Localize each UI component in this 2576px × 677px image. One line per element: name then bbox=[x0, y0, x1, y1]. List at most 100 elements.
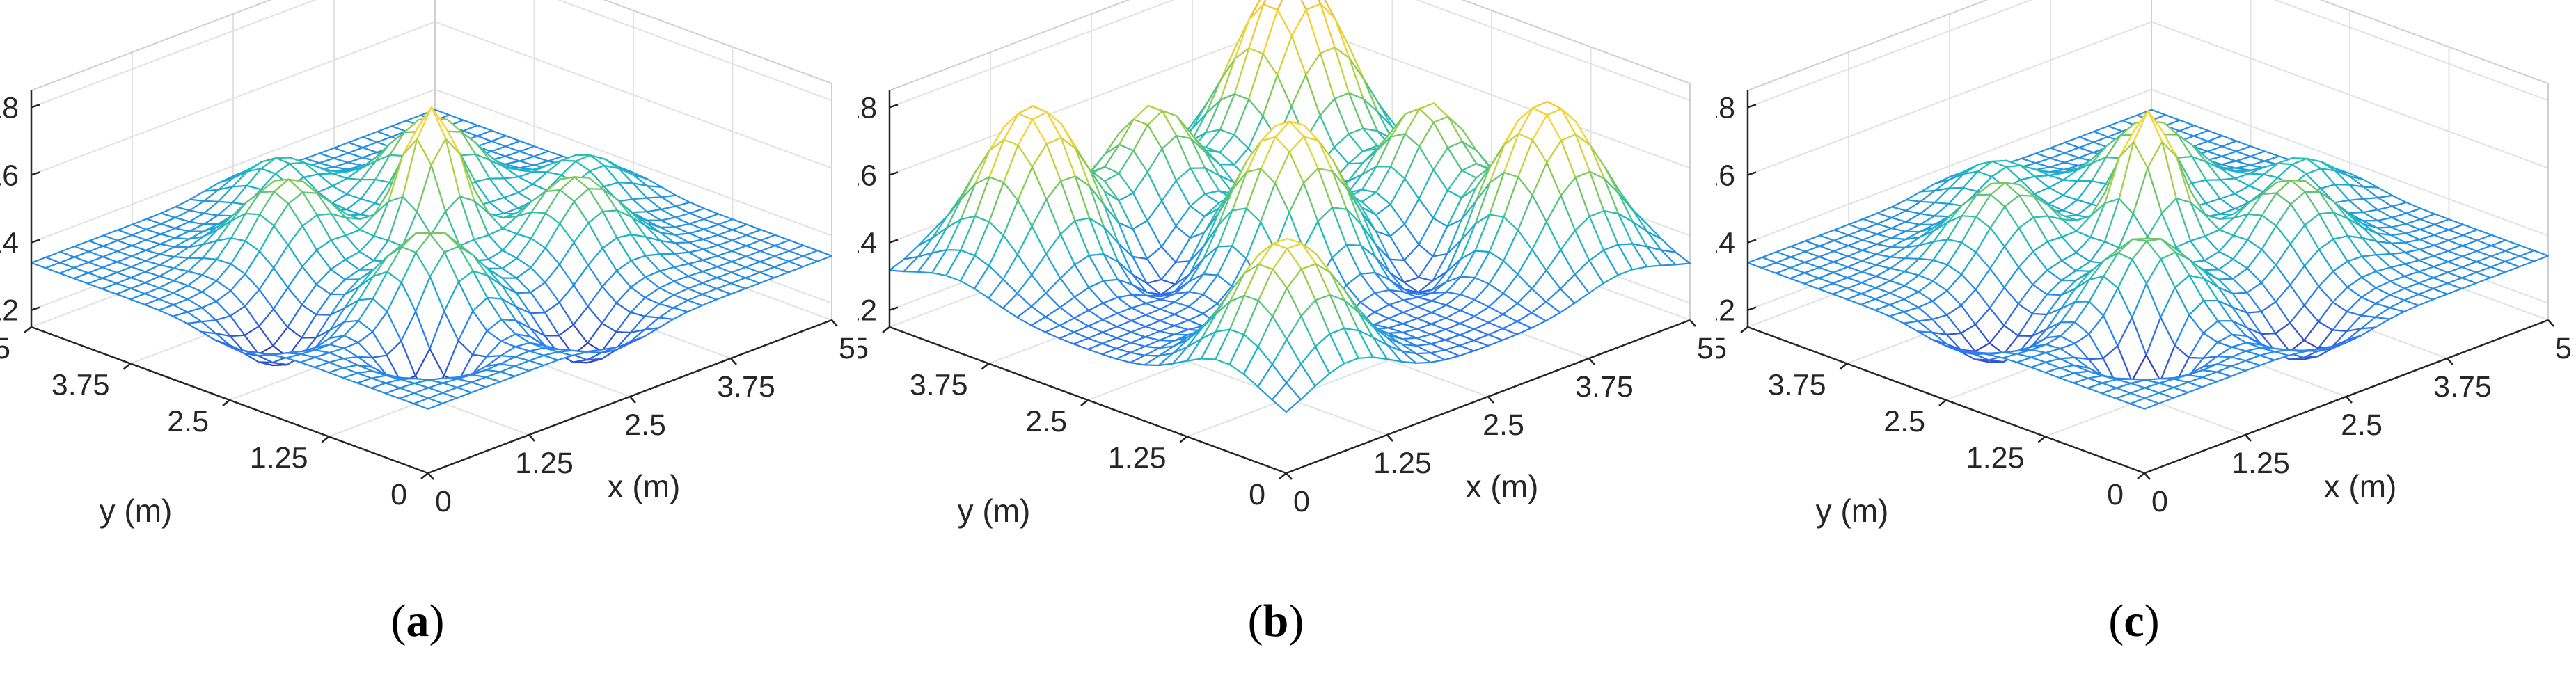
y-tick-label-3: 3.75 bbox=[52, 369, 110, 402]
wall-gridline-z-3 bbox=[1747, 0, 2549, 109]
y-tick-2 bbox=[222, 399, 230, 406]
caption-b-open: ( bbox=[1247, 596, 1263, 646]
z-tick-label-3: 18 bbox=[0, 91, 19, 125]
y-tick-label-4: 5 bbox=[1716, 332, 1727, 365]
surface-mesh bbox=[1746, 109, 2550, 410]
x-tick-2 bbox=[1487, 396, 1494, 404]
y-tick-4 bbox=[24, 326, 32, 333]
y-tick-label-2: 2.5 bbox=[167, 405, 209, 438]
box-edge-3 bbox=[889, 0, 1130, 91]
x-tick-label-3: 3.75 bbox=[1575, 370, 1634, 404]
x-tick-label-2: 2.5 bbox=[2341, 408, 2383, 442]
y-tick-label-1: 1.25 bbox=[250, 442, 308, 475]
z-tick-3 bbox=[1747, 104, 1757, 109]
y-tick-2 bbox=[1080, 399, 1089, 406]
z-tick-3 bbox=[889, 104, 899, 109]
y-tick-0 bbox=[420, 472, 429, 479]
z-tick-2 bbox=[31, 171, 40, 176]
z-tick-label-3: 18 bbox=[1716, 91, 1735, 125]
x-tick-3 bbox=[730, 358, 737, 365]
y-tick-label-2: 2.5 bbox=[1883, 405, 1925, 438]
x-tick-label-2: 2.5 bbox=[624, 408, 666, 442]
caption-b: (b) bbox=[1171, 595, 1380, 648]
caption-c-open: ( bbox=[2108, 596, 2124, 646]
z-tick-2 bbox=[1747, 171, 1757, 176]
x-tick-label-3: 3.75 bbox=[2433, 370, 2492, 404]
y-tick-label-0: 0 bbox=[390, 478, 407, 511]
y-tick-label-0: 0 bbox=[1249, 478, 1265, 511]
z-tick-label-2: 16 bbox=[1716, 159, 1735, 192]
z-tick-label-1: 14 bbox=[858, 227, 877, 260]
z-tick-1 bbox=[889, 239, 899, 244]
x-tick-label-4: 5 bbox=[1697, 332, 1714, 365]
x-tick-label-0: 0 bbox=[1293, 485, 1310, 518]
z-tick-label-3: 18 bbox=[858, 91, 877, 125]
x-tick-1 bbox=[1386, 434, 1393, 442]
caption-a-close: ) bbox=[429, 596, 445, 646]
caption-c-close: ) bbox=[2144, 596, 2160, 646]
x-axis-label: x (m) bbox=[1466, 468, 1539, 504]
y-tick-0 bbox=[2137, 472, 2145, 479]
box-edge-3 bbox=[31, 0, 272, 91]
caption-b-close: ) bbox=[1288, 596, 1304, 646]
y-tick-3 bbox=[1839, 363, 1848, 370]
y-tick-1 bbox=[1179, 436, 1188, 443]
y-tick-0 bbox=[1279, 472, 1287, 479]
x-tick-label-4: 5 bbox=[839, 332, 855, 365]
caption-a: (a) bbox=[313, 595, 522, 648]
z-tick-0 bbox=[31, 306, 40, 311]
z-tick-label-1: 14 bbox=[1716, 227, 1735, 260]
box-edge-4 bbox=[2319, 0, 2549, 84]
x-tick-0 bbox=[1286, 472, 1293, 480]
y-tick-4 bbox=[882, 326, 890, 333]
caption-b-letter: b bbox=[1263, 596, 1289, 646]
y-tick-1 bbox=[2037, 436, 2046, 443]
caption-c-letter: c bbox=[2124, 596, 2144, 646]
z-tick-label-2: 16 bbox=[0, 159, 19, 192]
x-tick-label-4: 5 bbox=[2555, 332, 2572, 365]
x-tick-4 bbox=[831, 319, 838, 327]
x-tick-3 bbox=[1588, 358, 1595, 365]
x-tick-4 bbox=[2547, 319, 2554, 327]
y-tick-label-3: 3.75 bbox=[1768, 369, 1826, 402]
y-axis-label: y (m) bbox=[1816, 493, 1889, 529]
y-tick-label-4: 5 bbox=[858, 332, 869, 365]
box-edge-4 bbox=[603, 0, 832, 84]
y-axis-label: y (m) bbox=[100, 493, 173, 529]
caption-c: (c) bbox=[2030, 595, 2238, 648]
y-tick-label-1: 1.25 bbox=[1108, 442, 1167, 475]
x-tick-label-2: 2.5 bbox=[1483, 408, 1524, 442]
z-tick-label-1: 14 bbox=[0, 227, 19, 260]
x-tick-2 bbox=[629, 396, 636, 404]
x-axis-label: x (m) bbox=[608, 468, 681, 504]
surface-mesh bbox=[30, 106, 833, 410]
wall-gridline-z-3 bbox=[889, 0, 1691, 109]
mesh-cell bbox=[2129, 397, 2160, 410]
x-axis-label: x (m) bbox=[2324, 468, 2397, 504]
x-tick-1 bbox=[528, 434, 535, 442]
z-tick-0 bbox=[889, 306, 899, 311]
box-edge-3 bbox=[1747, 0, 1989, 91]
y-tick-label-1: 1.25 bbox=[1966, 442, 2025, 475]
z-tick-label-0: 12 bbox=[1716, 294, 1735, 328]
y-tick-2 bbox=[1938, 399, 1947, 406]
mesh-cell bbox=[1271, 382, 1302, 413]
x-tick-label-0: 0 bbox=[2151, 485, 2168, 518]
y-tick-3 bbox=[123, 363, 132, 370]
z-tick-label-0: 12 bbox=[858, 294, 877, 328]
y-tick-label-0: 0 bbox=[2107, 478, 2124, 511]
x-tick-2 bbox=[2346, 396, 2353, 404]
y-tick-label-4: 5 bbox=[0, 332, 10, 365]
z-tick-label-0: 12 bbox=[0, 294, 19, 328]
x-tick-1 bbox=[2245, 434, 2252, 442]
z-tick-3 bbox=[31, 104, 40, 109]
x-tick-label-1: 1.25 bbox=[515, 447, 574, 480]
mesh-cell bbox=[413, 397, 443, 410]
z-tick-label-2: 16 bbox=[858, 159, 877, 192]
